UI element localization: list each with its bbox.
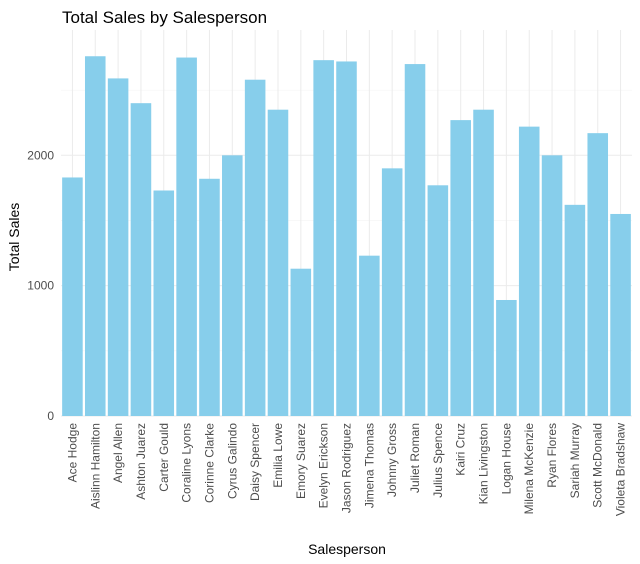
x-tick-label: Ryan Flores (545, 423, 559, 488)
chart-title: Total Sales by Salesperson (62, 8, 267, 27)
x-tick-label: Sariah Murray (568, 423, 582, 498)
bar (222, 155, 243, 416)
x-tick-labels: Ace Hodge Aislinn Hamilton Angel Allen Asht… (65, 423, 627, 517)
bar (610, 213, 631, 416)
x-tick-label: Ashton Juarez (134, 423, 148, 500)
bar (450, 120, 471, 416)
y-tick-label: 2000 (27, 148, 54, 162)
x-tick-label: Johnny Gross (385, 423, 399, 497)
bar (107, 78, 129, 417)
bar (496, 299, 517, 416)
x-tick-label: Daisy Spencer (248, 423, 262, 501)
bars (62, 56, 631, 417)
x-tick-label: Julius Spence (431, 423, 445, 498)
bar (518, 126, 540, 416)
bar (564, 204, 586, 416)
x-tick-label: Emory Suarez (294, 423, 308, 499)
x-tick-label: Kairi Cruz (454, 423, 468, 476)
bar (130, 103, 152, 416)
x-tick-label: Violeta Bradshaw (614, 423, 628, 517)
x-axis-title: Salesperson (308, 541, 386, 557)
bar (313, 60, 334, 416)
x-tick-label: Cyrus Galindo (225, 423, 239, 499)
bar (199, 178, 220, 416)
x-tick-label: Angel Allen (111, 423, 125, 483)
x-tick-label: Jimena Thomas (362, 423, 376, 508)
bar (473, 109, 494, 417)
x-tick-label: Coraline Lyons (180, 423, 194, 503)
bar (359, 255, 380, 416)
bar (290, 268, 312, 416)
bar (153, 190, 175, 416)
x-tick-label: Logan House (499, 423, 513, 495)
bar (541, 155, 563, 416)
y-tick-label: 0 (47, 409, 54, 423)
bar (84, 56, 106, 416)
bar (427, 185, 449, 416)
y-tick-labels: 0 1000 2000 (27, 148, 54, 423)
x-tick-label: Corinne Clarke (202, 423, 216, 503)
bar (404, 64, 426, 416)
bar (244, 79, 266, 417)
x-tick-label: Aislinn Hamilton (88, 423, 102, 509)
y-axis-title: Total Sales (6, 203, 22, 271)
x-tick-label: Kian Livingston (477, 423, 491, 504)
bar (62, 177, 83, 416)
bar (587, 133, 609, 416)
x-tick-label: Ace Hodge (65, 423, 79, 483)
x-tick-label: Jason Rodriguez (340, 423, 354, 513)
x-tick-label: Carter Gould (157, 423, 171, 492)
bar (176, 57, 197, 416)
x-tick-label: Milena McKenzie (522, 423, 536, 515)
bar (336, 61, 357, 417)
y-tick-label: 1000 (27, 279, 54, 293)
bar (267, 109, 289, 417)
x-tick-label: Emilia Lowe (271, 423, 285, 488)
x-tick-label: Scott McDonald (591, 423, 605, 508)
bar (381, 168, 403, 416)
x-tick-label: Evelyn Erickson (317, 423, 331, 508)
x-tick-label: Juliet Roman (408, 423, 422, 493)
